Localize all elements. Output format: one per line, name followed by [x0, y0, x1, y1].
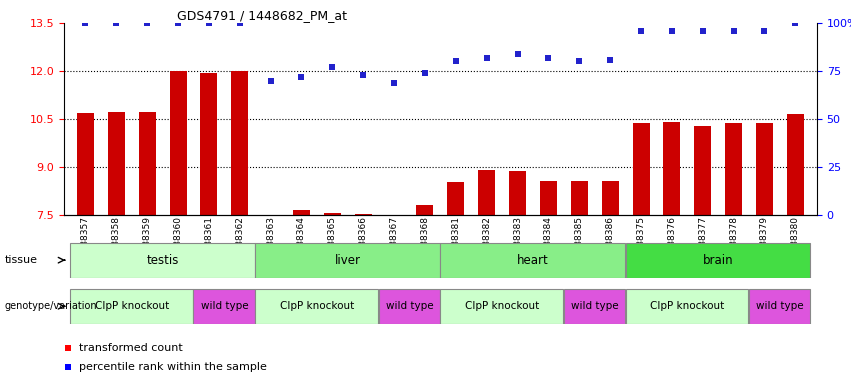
- Text: ClpP knockout: ClpP knockout: [650, 301, 724, 311]
- Text: ClpP knockout: ClpP knockout: [280, 301, 354, 311]
- Bar: [509, 171, 526, 215]
- Bar: [571, 181, 588, 215]
- Bar: [756, 123, 773, 215]
- Bar: [725, 123, 742, 215]
- Bar: [694, 126, 711, 215]
- Text: ClpP knockout: ClpP knockout: [465, 301, 540, 311]
- Text: brain: brain: [703, 254, 734, 266]
- Bar: [664, 122, 681, 215]
- Bar: [169, 71, 186, 215]
- Bar: [108, 112, 125, 215]
- Text: liver: liver: [334, 254, 361, 266]
- Bar: [355, 214, 372, 215]
- Bar: [441, 243, 625, 278]
- Text: GDS4791 / 1448682_PM_at: GDS4791 / 1448682_PM_at: [177, 9, 347, 22]
- Bar: [540, 181, 557, 215]
- Bar: [478, 170, 495, 215]
- Bar: [379, 289, 440, 324]
- Text: transformed count: transformed count: [79, 343, 183, 353]
- Text: genotype/variation: genotype/variation: [4, 301, 97, 311]
- Bar: [625, 243, 810, 278]
- Text: tissue: tissue: [4, 255, 37, 265]
- Bar: [441, 289, 563, 324]
- Bar: [77, 113, 94, 215]
- Bar: [602, 181, 619, 215]
- Bar: [70, 243, 254, 278]
- Bar: [231, 71, 248, 215]
- Bar: [200, 73, 217, 215]
- Bar: [324, 213, 341, 215]
- Bar: [255, 289, 378, 324]
- Bar: [632, 123, 649, 215]
- Bar: [625, 289, 748, 324]
- Bar: [787, 114, 804, 215]
- Text: wild type: wild type: [571, 301, 619, 311]
- Bar: [70, 289, 193, 324]
- Text: wild type: wild type: [201, 301, 248, 311]
- Bar: [193, 289, 254, 324]
- Bar: [564, 289, 625, 324]
- Text: ClpP knockout: ClpP knockout: [94, 301, 168, 311]
- Text: testis: testis: [146, 254, 179, 266]
- Bar: [749, 289, 810, 324]
- Text: wild type: wild type: [386, 301, 433, 311]
- Bar: [139, 112, 156, 215]
- Bar: [255, 243, 440, 278]
- Text: heart: heart: [517, 254, 549, 266]
- Text: percentile rank within the sample: percentile rank within the sample: [79, 362, 266, 372]
- Bar: [448, 182, 465, 215]
- Bar: [416, 205, 433, 215]
- Text: wild type: wild type: [756, 301, 803, 311]
- Bar: [293, 210, 310, 215]
